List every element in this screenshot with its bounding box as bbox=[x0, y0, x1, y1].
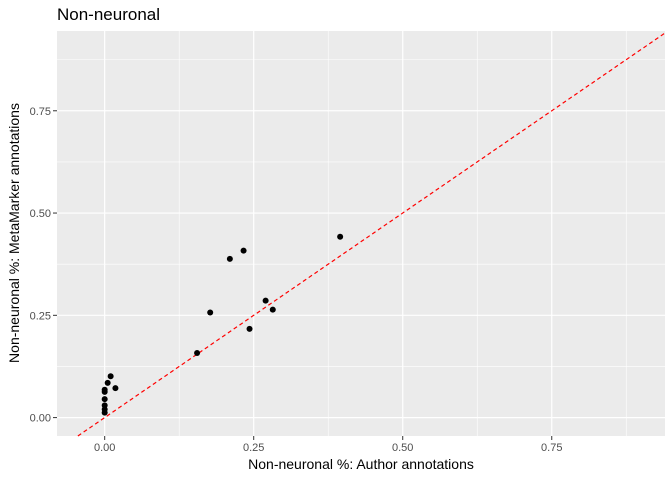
y-axis: 0.00 0.25 0.50 0.75 bbox=[30, 106, 57, 425]
data-point bbox=[104, 379, 111, 386]
minor-gridlines bbox=[57, 31, 665, 436]
data-point bbox=[101, 386, 108, 393]
data-point bbox=[337, 233, 344, 240]
data-point bbox=[240, 247, 247, 254]
data-point bbox=[246, 325, 253, 332]
data-point bbox=[262, 297, 269, 304]
chart-title: Non-neuronal bbox=[57, 5, 160, 24]
data-points bbox=[101, 233, 344, 416]
data-point bbox=[207, 309, 214, 316]
x-axis: 0.00 0.25 0.50 0.75 bbox=[94, 436, 562, 454]
data-point bbox=[112, 385, 119, 392]
x-tick-label: 0.25 bbox=[243, 442, 264, 454]
data-point bbox=[269, 306, 276, 313]
data-point bbox=[107, 373, 114, 380]
plot-panel bbox=[57, 31, 665, 436]
data-point bbox=[101, 396, 108, 403]
x-tick-label: 0.75 bbox=[541, 442, 562, 454]
major-gridlines bbox=[57, 31, 665, 436]
y-tick-label: 0.25 bbox=[30, 310, 51, 322]
data-point bbox=[194, 349, 201, 356]
y-tick-label: 0.75 bbox=[30, 106, 51, 118]
x-axis-title: Non-neuronal %: Author annotations bbox=[248, 456, 474, 472]
data-point bbox=[226, 255, 233, 262]
y-axis-title: Non-neuronal %: MetaMarker annotations bbox=[6, 103, 22, 363]
data-point bbox=[101, 402, 108, 409]
x-tick-label: 0.50 bbox=[392, 442, 413, 454]
x-tick-label: 0.00 bbox=[94, 442, 115, 454]
y-tick-label: 0.50 bbox=[30, 208, 51, 220]
y-tick-label: 0.00 bbox=[30, 413, 51, 425]
